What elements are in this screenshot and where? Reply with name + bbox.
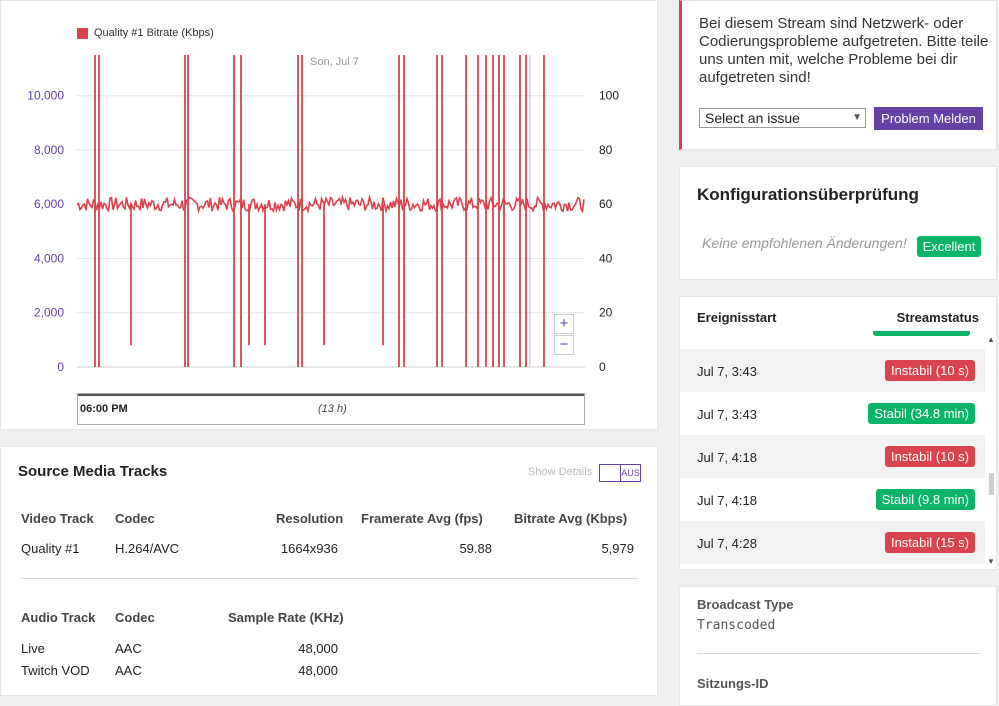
- audio-cell-sample-rate: 48,000: [298, 663, 338, 678]
- issue-message: Bei diesem Stream sind Netzwerk- oder Co…: [699, 15, 989, 86]
- events-header-start[interactable]: Ereignisstart: [697, 310, 777, 325]
- audio-cell-codec: AAC: [115, 641, 142, 656]
- y-right-tick-label: 20: [599, 306, 613, 320]
- issue-select[interactable]: Select an issue ▼: [699, 108, 866, 128]
- status-badge: Stabil (34.8 min): [868, 403, 975, 424]
- info-divider: [697, 653, 981, 654]
- event-row[interactable]: Jul 7, 4:18 Instabil (10 s): [680, 435, 985, 478]
- audio-header-sample-rate: Sample Rate (KHz): [228, 610, 344, 625]
- zoom-in-button[interactable]: +: [554, 314, 574, 334]
- broadcast-type-value: Transcoded: [697, 618, 776, 633]
- config-check-panel: Konfigurationsüberprüfung Keine empfohle…: [679, 166, 997, 280]
- audio-cell-codec: AAC: [115, 663, 142, 678]
- video-header-codec: Codec: [115, 511, 155, 526]
- video-header-track: Video Track: [21, 511, 94, 526]
- chevron-down-icon: ▼: [852, 112, 862, 123]
- y-right-tick-label: 100: [599, 89, 619, 103]
- show-details-toggle[interactable]: AUS: [599, 464, 641, 482]
- y-left-tick-label: 0: [57, 360, 64, 374]
- event-date: Jul 7, 4:28: [697, 536, 757, 551]
- y-left-tick-label: 8,000: [34, 143, 64, 157]
- scroll-up-icon[interactable]: ▲: [987, 335, 995, 344]
- event-date: Jul 7, 3:43: [697, 364, 757, 379]
- event-date: Jul 7, 4:18: [697, 493, 757, 508]
- status-badge: Instabil (15 s): [884, 532, 975, 553]
- source-media-tracks-panel: [0, 446, 658, 696]
- audio-header-codec: Codec: [115, 610, 155, 625]
- zoom-out-button[interactable]: −: [554, 335, 574, 355]
- event-date: Jul 7, 4:18: [697, 450, 757, 465]
- config-note: Keine empfohlenen Änderungen!: [702, 235, 907, 251]
- report-issue-panel: Bei diesem Stream sind Netzwerk- oder Co…: [679, 0, 997, 150]
- legend-label: Quality #1 Bitrate (Kbps): [94, 27, 214, 39]
- scrollbar-thumb[interactable]: [989, 473, 994, 495]
- y-right-tick-label: 40: [599, 251, 613, 265]
- broadcast-info-panel: Broadcast Type Transcoded Sitzungs-ID: [679, 586, 997, 706]
- y-left-tick-label: 2,000: [34, 306, 64, 320]
- event-row[interactable]: Jul 7, 3:43 Stabil (34.8 min): [680, 392, 985, 435]
- bitrate-chart-panel: Quality #1 Bitrate (Kbps) 10,000 100 8,000…: [0, 0, 658, 430]
- status-badge: Stabil (9.8 min): [875, 489, 975, 510]
- audio-cell-track: Twitch VOD: [21, 663, 90, 678]
- show-details-label: Show Details: [528, 466, 593, 478]
- legend-swatch: [77, 27, 88, 39]
- stream-events-panel[interactable]: Ereignisstart Streamstatus Jul 7, 3:43 I…: [679, 296, 997, 570]
- event-date: Jul 7, 3:43: [697, 407, 757, 422]
- y-left-tick-label: 4,000: [34, 251, 64, 265]
- toggle-value: AUS: [621, 468, 640, 478]
- navigator-duration-label: (13 h): [318, 403, 347, 415]
- report-problem-button[interactable]: Problem Melden: [874, 107, 983, 130]
- tracks-title: Source Media Tracks: [18, 463, 168, 480]
- y-right-tick-label: 80: [599, 143, 613, 157]
- date-label: Son, Jul 7: [310, 56, 359, 68]
- events-scrollbar[interactable]: ▲ ▼: [986, 333, 996, 569]
- event-row[interactable]: Jul 7, 4:28 Instabil (15 s): [680, 521, 985, 564]
- broadcast-type-label: Broadcast Type: [697, 597, 794, 612]
- video-cell-framerate: 59.88: [459, 541, 492, 556]
- navigator-handle[interactable]: [78, 394, 584, 396]
- audio-cell-sample-rate: 48,000: [298, 641, 338, 656]
- chart-legend[interactable]: Quality #1 Bitrate (Kbps): [77, 27, 214, 39]
- session-id-label: Sitzungs-ID: [697, 676, 769, 691]
- event-row[interactable]: Jul 7, 3:43 Instabil (10 s): [680, 349, 985, 392]
- video-cell-track: Quality #1: [21, 541, 80, 556]
- video-cell-bitrate: 5,979: [601, 541, 634, 556]
- video-header-bitrate: Bitrate Avg (Kbps): [514, 511, 628, 526]
- tracks-divider: [20, 578, 638, 579]
- config-title: Konfigurationsüberprüfung: [697, 185, 919, 204]
- status-badge-partial: [873, 331, 970, 336]
- video-cell-resolution: 1664x936: [280, 541, 338, 556]
- y-right-tick-label: 60: [599, 197, 613, 211]
- events-header-status[interactable]: Streamstatus: [896, 310, 979, 325]
- audio-header-track: Audio Track: [21, 610, 96, 625]
- config-status-badge: Excellent: [917, 236, 981, 257]
- toggle-knob: [600, 465, 621, 481]
- issue-select-value: Select an issue: [705, 110, 800, 126]
- scroll-down-icon[interactable]: ▼: [987, 557, 995, 566]
- chart-navigator[interactable]: 06:00 PM (13 h): [77, 393, 585, 425]
- event-row[interactable]: Jul 7, 4:18 Stabil (9.8 min): [680, 478, 985, 521]
- y-right-tick-label: 0: [599, 360, 606, 374]
- video-header-resolution: Resolution: [276, 511, 344, 526]
- navigator-time-label: 06:00 PM: [80, 403, 128, 415]
- y-left-tick-label: 10,000: [27, 89, 64, 103]
- audio-cell-track: Live: [21, 641, 45, 656]
- video-header-framerate: Framerate Avg (fps): [361, 511, 483, 526]
- status-badge: Instabil (10 s): [884, 446, 975, 467]
- y-left-tick-label: 6,000: [34, 197, 64, 211]
- status-badge: Instabil (10 s): [884, 360, 975, 381]
- video-cell-codec: H.264/AVC: [115, 541, 180, 556]
